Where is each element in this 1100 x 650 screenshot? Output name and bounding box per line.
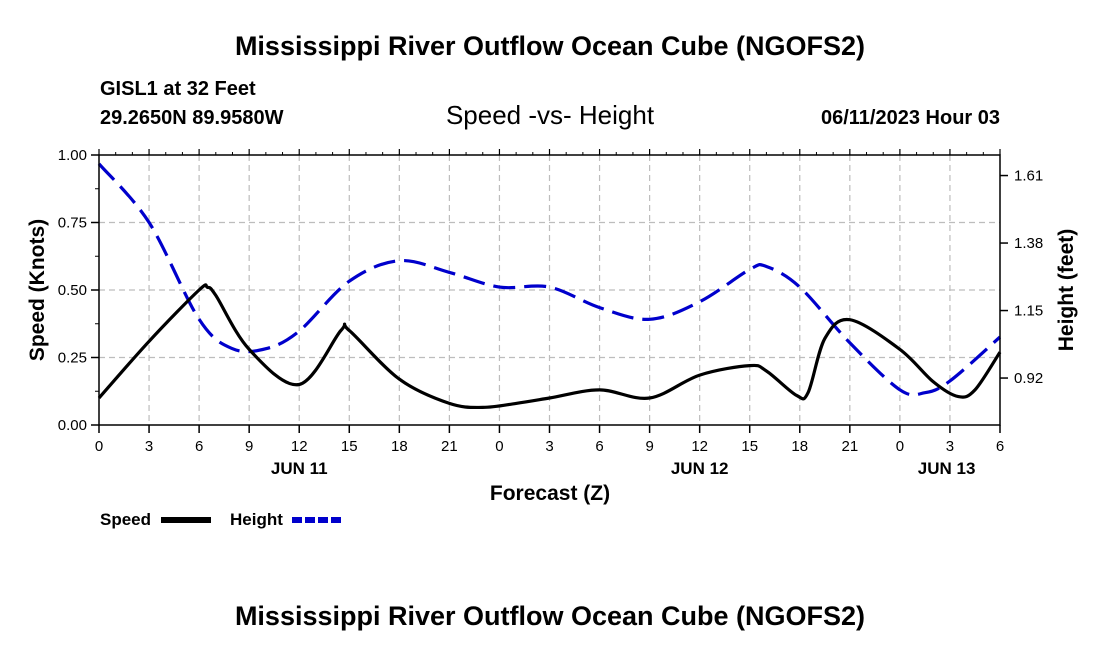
x-tick-label: 0	[896, 438, 904, 455]
axis-ticks: 0 3 6 9 12 15 18 21 0 3 6 9 12 15 18 21 0 3 6 JUN 11 JUN 12 J…	[58, 147, 1043, 478]
y-axis-title: Speed (Knots)	[26, 219, 49, 361]
chart-subtitle: Speed -vs- Height	[446, 100, 655, 130]
legend-label-height: Height	[230, 510, 283, 529]
y-tick-label: 0.25	[58, 350, 87, 367]
series-layer	[97, 162, 1002, 410]
x-tick-label: 18	[391, 438, 408, 455]
y-tick-label: 0.75	[58, 215, 87, 232]
x-tick-label: 9	[245, 438, 253, 455]
datetime-label: 06/11/2023 Hour 03	[821, 107, 1000, 129]
x-tick-label: 0	[495, 438, 503, 455]
x-tick-label: 3	[145, 438, 153, 455]
x-tick-label: 15	[341, 438, 358, 455]
y-tick-label: 1.00	[58, 147, 87, 164]
footer-title: Mississippi River Outflow Ocean Cube (NG…	[235, 601, 865, 631]
x-tick-label: 6	[595, 438, 603, 455]
legend: Speed Height	[100, 510, 342, 529]
x-tick-label: 3	[545, 438, 553, 455]
y2-axis-title: Height (feet)	[1055, 229, 1078, 352]
x-tick-label: 21	[441, 438, 458, 455]
legend-label-speed: Speed	[100, 510, 151, 529]
x-tick-label: 6	[195, 438, 203, 455]
x-tick-label: 0	[95, 438, 103, 455]
series-line-speed	[97, 283, 1002, 410]
y-tick-label: 0.50	[58, 282, 87, 299]
x-tick-label: 18	[791, 438, 808, 455]
x-tick-label: 21	[841, 438, 858, 455]
y-tick-label: 0.00	[58, 417, 87, 434]
y2-tick-label: 0.92	[1014, 370, 1043, 387]
y2-tick-label: 1.38	[1014, 235, 1043, 252]
chart-main-title: Mississippi River Outflow Ocean Cube (NG…	[235, 31, 865, 61]
x-tick-label: 6	[996, 438, 1004, 455]
station-label: GISL1 at 32 Feet	[100, 78, 256, 100]
date-label: JUN 12	[671, 459, 729, 478]
x-tick-label: 12	[691, 438, 708, 455]
x-tick-label: 15	[741, 438, 758, 455]
gridlines	[99, 155, 1000, 425]
y2-tick-label: 1.15	[1014, 303, 1043, 320]
y2-tick-label: 1.61	[1014, 168, 1043, 185]
x-tick-label: 3	[946, 438, 954, 455]
x-tick-label: 12	[291, 438, 308, 455]
date-label: JUN 13	[918, 459, 976, 478]
x-tick-label: 9	[645, 438, 653, 455]
date-label: JUN 11	[271, 459, 328, 478]
coordinates-label: 29.2650N 89.9580W	[100, 107, 284, 129]
series-line-height	[97, 162, 1002, 397]
x-axis-title: Forecast (Z)	[490, 482, 610, 505]
